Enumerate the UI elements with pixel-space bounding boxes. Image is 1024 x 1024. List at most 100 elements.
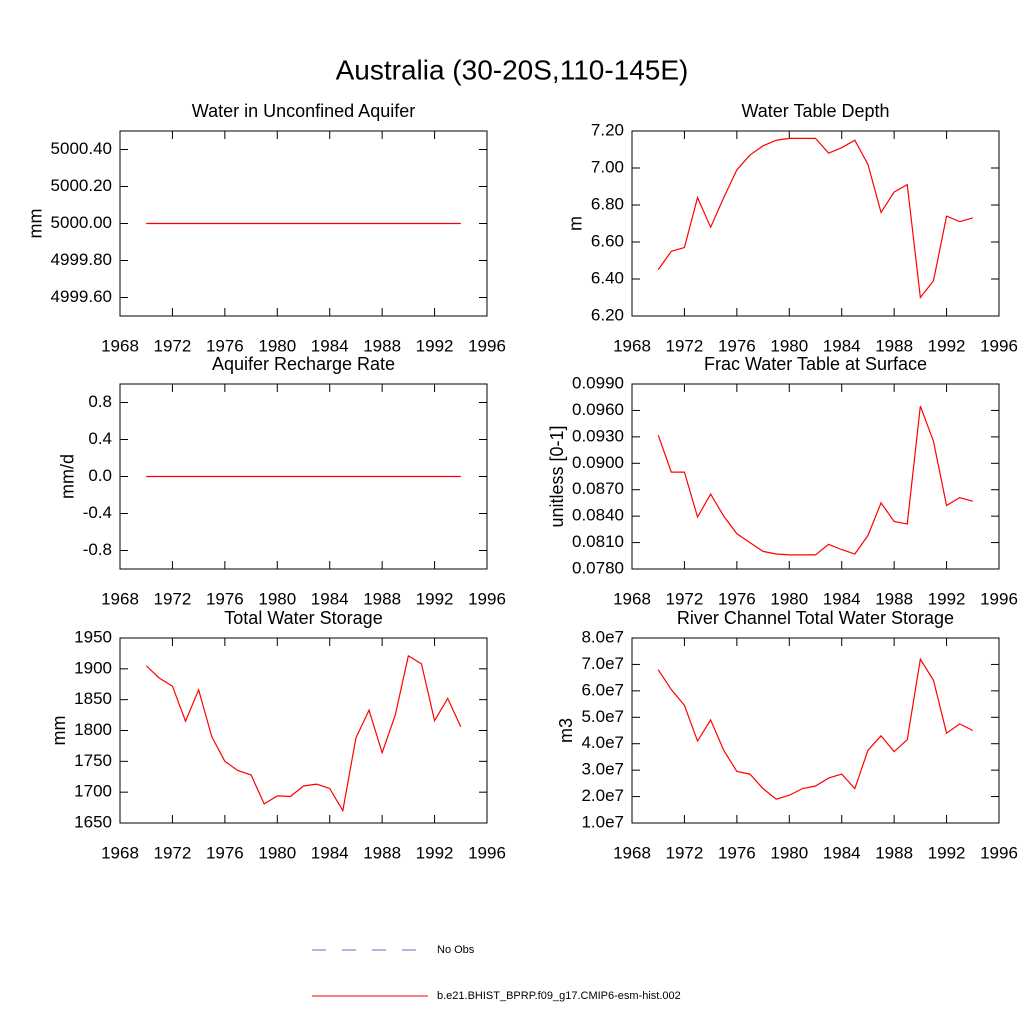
x-tick-label: 1976 — [718, 843, 756, 862]
figure-title: Australia (30-20S,110-145E) — [336, 54, 689, 85]
x-tick-label: 1988 — [363, 589, 401, 608]
chart-title: Total Water Storage — [224, 608, 382, 628]
chart-title: Water Table Depth — [741, 101, 889, 121]
plot-frame — [631, 383, 1000, 570]
y-tick-label: 0.0870 — [572, 479, 624, 498]
x-tick-label: 1976 — [718, 589, 756, 608]
x-tick-label: 1980 — [770, 843, 808, 862]
x-tick-label: 1984 — [311, 843, 349, 862]
chart-title: Frac Water Table at Surface — [704, 354, 927, 374]
plot-frame — [631, 637, 1000, 824]
x-tick-label: 1968 — [613, 589, 651, 608]
y-tick-label: 6.0e7 — [581, 680, 624, 699]
y-tick-label: 4999.80 — [51, 250, 112, 269]
y-tick-label: 6.20 — [591, 305, 624, 324]
y-tick-label: 0.0900 — [572, 453, 624, 472]
x-tick-label: 1984 — [823, 843, 861, 862]
y-tick-label: 6.80 — [591, 194, 624, 213]
y-tick-label: 1850 — [74, 689, 112, 708]
y-axis-label: mm — [25, 209, 45, 239]
y-tick-label: 1750 — [74, 751, 112, 770]
y-tick-label: 0.8 — [88, 392, 112, 411]
x-tick-label: 1996 — [468, 336, 506, 355]
x-tick-label: 1992 — [928, 589, 966, 608]
x-tick-label: 1980 — [770, 336, 808, 355]
chart-title: Aquifer Recharge Rate — [212, 354, 395, 374]
x-tick-label: 1980 — [770, 589, 808, 608]
x-tick-label: 1968 — [101, 843, 139, 862]
x-tick-label: 1976 — [718, 336, 756, 355]
y-axis-label: m — [566, 216, 586, 231]
y-tick-label: 4999.60 — [51, 287, 112, 306]
x-tick-label: 1988 — [363, 843, 401, 862]
data-line — [145, 654, 462, 813]
chart-title: Water in Unconfined Aquifer — [192, 101, 415, 121]
y-axis-label: mm/d — [57, 454, 77, 499]
x-tick-label: 1992 — [416, 336, 454, 355]
x-tick-label: 1992 — [928, 336, 966, 355]
x-tick-label: 1996 — [468, 843, 506, 862]
x-tick-label: 1988 — [875, 336, 913, 355]
x-tick-label: 1984 — [311, 589, 349, 608]
y-tick-label: 0.0930 — [572, 426, 624, 445]
y-tick-label: 0.0840 — [572, 506, 624, 525]
x-tick-label: 1968 — [101, 589, 139, 608]
x-tick-label: 1988 — [875, 589, 913, 608]
plot-frame — [631, 130, 1000, 317]
y-tick-label: 1800 — [74, 720, 112, 739]
y-tick-label: 0.0990 — [572, 373, 624, 392]
y-tick-label: 5000.20 — [51, 176, 112, 195]
x-tick-label: 1996 — [980, 589, 1018, 608]
legend-label: No Obs — [437, 944, 475, 956]
y-tick-label: 0.4 — [88, 429, 112, 448]
x-tick-label: 1996 — [468, 589, 506, 608]
x-tick-label: 1984 — [823, 589, 861, 608]
data-line — [657, 405, 973, 556]
x-tick-label: 1992 — [928, 843, 966, 862]
x-tick-label: 1968 — [613, 336, 651, 355]
x-tick-label: 1988 — [363, 336, 401, 355]
x-tick-label: 1976 — [206, 336, 244, 355]
x-tick-label: 1988 — [875, 843, 913, 862]
x-tick-label: 1980 — [258, 843, 296, 862]
data-line — [657, 137, 973, 300]
x-tick-label: 1976 — [206, 589, 244, 608]
y-tick-label: 0.0 — [88, 466, 112, 485]
y-axis-label: mm — [49, 716, 69, 746]
y-tick-label: 7.00 — [591, 157, 624, 176]
y-tick-label: 7.0e7 — [581, 654, 624, 673]
y-tick-label: 6.40 — [591, 268, 624, 287]
x-tick-label: 1972 — [666, 589, 704, 608]
y-tick-label: 3.0e7 — [581, 760, 624, 779]
y-tick-label: 5000.00 — [51, 213, 112, 232]
y-tick-label: 5000.40 — [51, 139, 112, 158]
y-axis-label: unitless [0-1] — [547, 425, 567, 527]
x-tick-label: 1972 — [154, 589, 192, 608]
x-tick-label: 1972 — [666, 336, 704, 355]
x-tick-label: 1972 — [666, 843, 704, 862]
x-tick-label: 1996 — [980, 336, 1018, 355]
legend-label: b.e21.BHIST_BPRP.f09_g17.CMIP6-esm-hist.… — [437, 990, 681, 1002]
y-tick-label: 0.0780 — [572, 558, 624, 577]
y-tick-label: 1950 — [74, 627, 112, 646]
y-tick-label: 6.60 — [591, 231, 624, 250]
y-axis-label: m3 — [556, 718, 576, 743]
x-tick-label: 1972 — [154, 843, 192, 862]
x-tick-label: 1968 — [613, 843, 651, 862]
y-tick-label: 1900 — [74, 658, 112, 677]
y-tick-label: 1650 — [74, 812, 112, 831]
x-tick-label: 1976 — [206, 843, 244, 862]
y-tick-label: -0.8 — [83, 540, 112, 559]
x-tick-label: 1980 — [258, 336, 296, 355]
chart-title: River Channel Total Water Storage — [677, 608, 954, 628]
x-tick-label: 1968 — [101, 336, 139, 355]
x-tick-label: 1992 — [416, 589, 454, 608]
x-tick-label: 1984 — [823, 336, 861, 355]
y-tick-label: 4.0e7 — [581, 733, 624, 752]
x-tick-label: 1996 — [980, 843, 1018, 862]
x-tick-label: 1980 — [258, 589, 296, 608]
y-tick-label: 1700 — [74, 782, 112, 801]
y-tick-label: 2.0e7 — [581, 786, 624, 805]
y-tick-label: 8.0e7 — [581, 627, 624, 646]
